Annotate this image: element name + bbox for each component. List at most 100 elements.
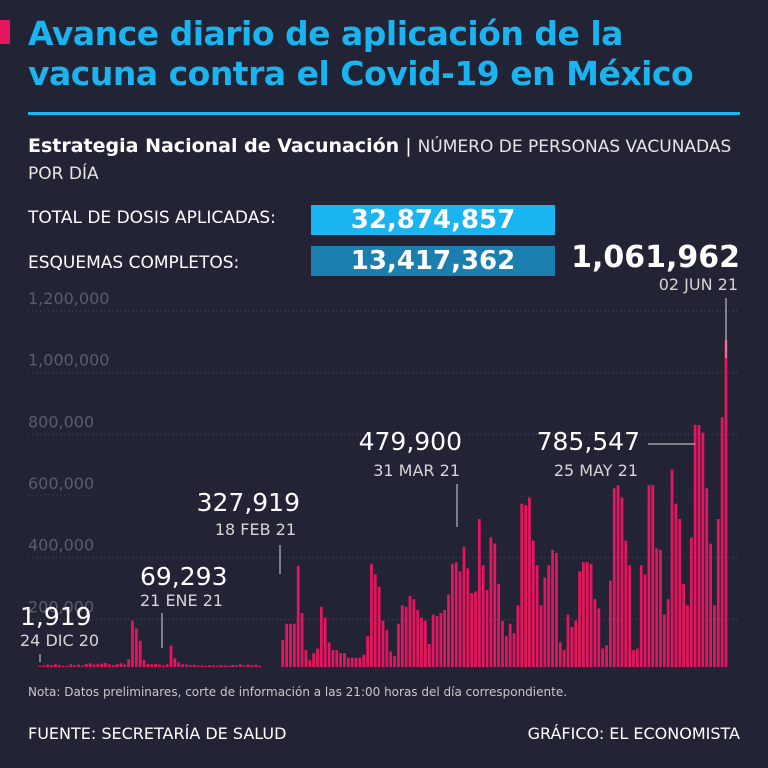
bar	[285, 623, 289, 667]
bar	[716, 519, 720, 667]
bar	[651, 485, 655, 667]
annotation-value-6: 1,061,962	[571, 240, 740, 275]
bar	[489, 537, 493, 667]
bar	[551, 549, 554, 667]
bar	[632, 650, 635, 667]
annotation-value-3: 327,919	[196, 488, 300, 517]
bar	[585, 562, 589, 667]
bar	[65, 665, 69, 667]
bar	[454, 562, 458, 667]
bar	[204, 665, 208, 667]
bar	[319, 606, 323, 668]
bar	[427, 643, 431, 668]
bar	[389, 651, 393, 667]
bar	[713, 605, 716, 667]
bar	[462, 546, 466, 667]
bar	[393, 656, 396, 667]
bar	[366, 636, 369, 667]
annotation-date-4: 31 MAR 21	[373, 461, 460, 480]
bar	[670, 469, 674, 667]
bar	[258, 665, 262, 667]
y-tick-label: 400,000	[28, 536, 94, 555]
bar	[528, 497, 531, 667]
bar	[61, 665, 65, 667]
bar	[212, 665, 215, 667]
bar	[504, 636, 508, 667]
bar	[185, 664, 188, 667]
bar	[239, 664, 242, 667]
bar	[339, 653, 342, 668]
bar	[289, 623, 292, 667]
bar	[150, 664, 154, 667]
bar	[397, 623, 400, 667]
source-credit: FUENTE: SECRETARÍA DE SALUD	[28, 724, 287, 743]
bar	[420, 617, 423, 667]
bar	[424, 620, 427, 667]
bar	[281, 640, 285, 667]
bar	[242, 665, 246, 667]
bar	[231, 664, 235, 667]
bar	[443, 609, 447, 667]
complete-schemes-label: ESQUEMAS COMPLETOS:	[28, 253, 240, 273]
bar	[192, 664, 196, 667]
bar	[119, 663, 123, 667]
bar	[142, 660, 146, 667]
bar	[689, 537, 693, 667]
y-tick-label: 200,000	[28, 597, 94, 616]
bar	[639, 565, 643, 667]
bar	[42, 665, 46, 667]
annotation-date-5: 25 MAY 21	[553, 461, 638, 480]
bar	[223, 665, 227, 667]
bar	[662, 614, 666, 667]
bar	[701, 432, 705, 667]
bar	[643, 574, 647, 667]
bar	[516, 605, 520, 667]
bar	[250, 665, 254, 667]
bar	[539, 605, 543, 667]
bar	[385, 630, 389, 667]
bar	[127, 659, 131, 667]
bar	[104, 662, 107, 667]
bar	[146, 663, 150, 667]
bar	[373, 574, 377, 667]
bar	[138, 640, 142, 667]
bar	[408, 596, 412, 667]
annotation-date-6: 02 JUN 21	[658, 275, 738, 294]
bar	[38, 665, 42, 667]
bar	[292, 623, 296, 667]
bar	[578, 571, 581, 667]
chart-subtitle: Estrategia Nacional de Vacunación | NÚMERO…	[28, 133, 748, 187]
subtitle-strong: Estrategia Nacional de Vacunación	[28, 135, 400, 157]
bar	[635, 648, 639, 667]
bar	[682, 583, 685, 667]
bar	[582, 562, 585, 667]
bar	[620, 497, 624, 667]
complete-schemes-value: 13,417,362	[311, 246, 555, 276]
bar	[416, 609, 420, 667]
bar	[566, 614, 570, 667]
bar	[508, 623, 512, 667]
bar	[543, 577, 547, 667]
bar	[296, 565, 300, 667]
bar	[343, 653, 346, 668]
bar	[92, 664, 96, 667]
bar	[134, 628, 138, 667]
bar	[470, 593, 474, 667]
bar	[188, 665, 192, 667]
title-accent-bar	[0, 20, 10, 44]
bar	[50, 665, 53, 667]
bar	[84, 663, 88, 667]
bar	[158, 664, 161, 667]
graphic-credit: GRÁFICO: EL ECONOMISTA	[527, 724, 740, 743]
annotation-value-4: 479,900	[358, 427, 462, 456]
bar	[377, 586, 381, 667]
bar	[235, 665, 238, 667]
bar	[362, 654, 366, 667]
bar	[481, 565, 485, 667]
y-tick-label: 800,000	[28, 412, 94, 431]
bar	[400, 605, 404, 667]
bar	[200, 665, 204, 667]
bar	[350, 657, 354, 667]
bar	[181, 664, 184, 667]
bar	[697, 424, 701, 667]
